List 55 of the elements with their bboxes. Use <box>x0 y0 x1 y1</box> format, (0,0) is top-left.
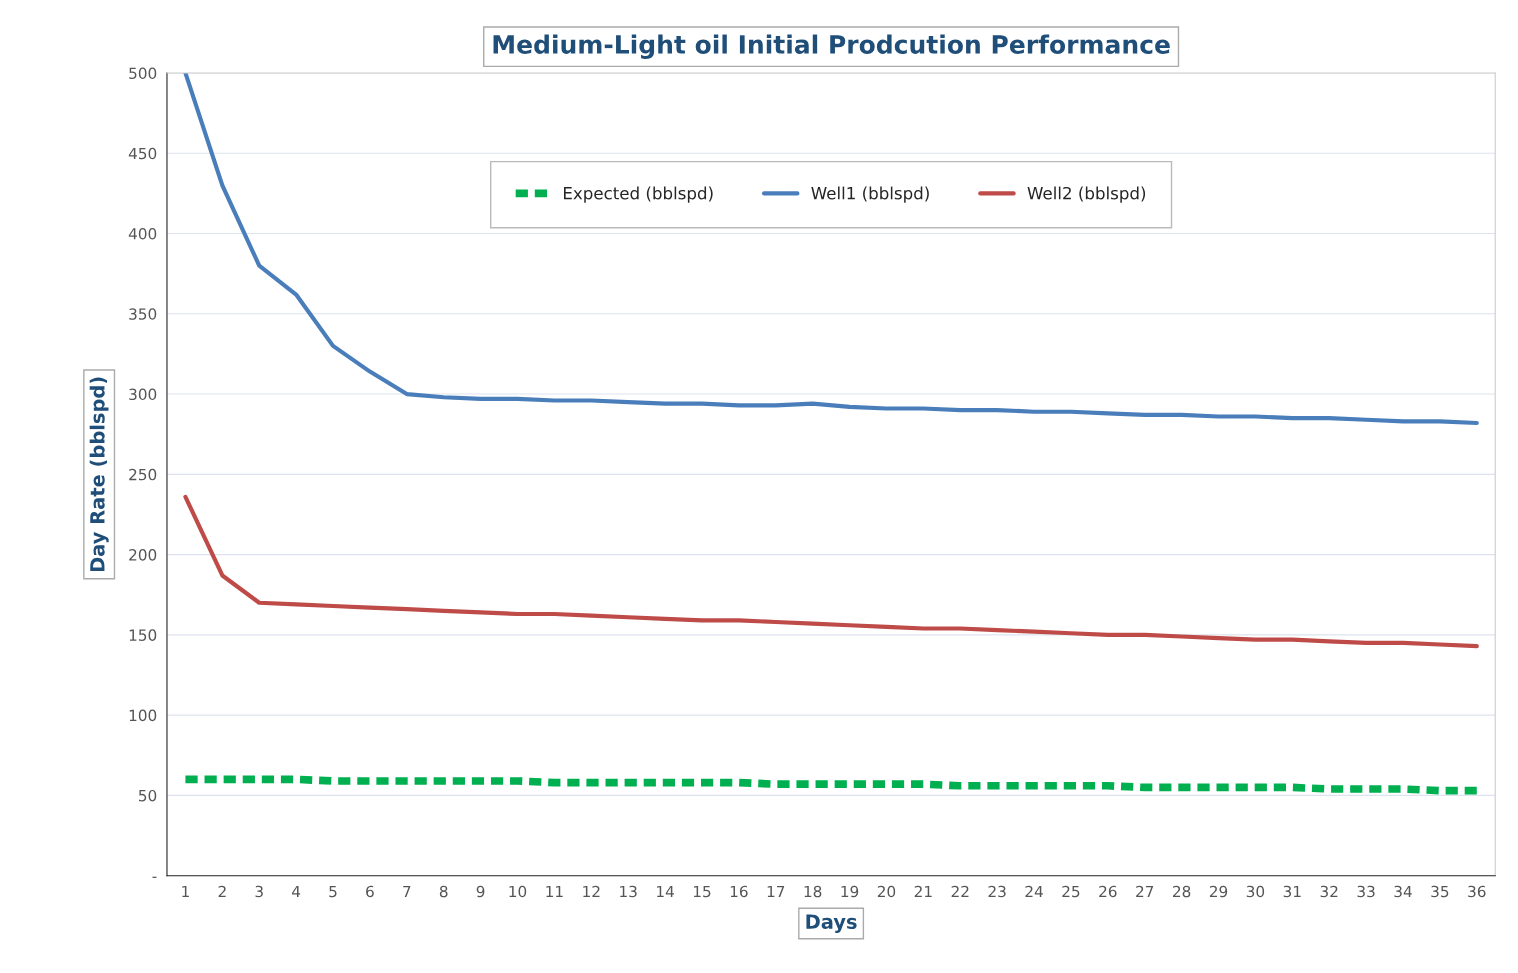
x-tick-label: 19 <box>841 885 859 898</box>
x-tick-label: 20 <box>877 885 896 898</box>
x-tick-label: 24 <box>1025 885 1043 898</box>
x-tick-label: 1 <box>182 885 189 898</box>
x-tick-label: 35 <box>1431 885 1449 898</box>
y-axis-title: Day Rate (bblspd) <box>89 377 109 572</box>
x-tick-label: 14 <box>657 885 674 898</box>
x-tick-label: 17 <box>767 885 785 898</box>
x-tick-label: 7 <box>403 885 411 898</box>
x-tick-label: 9 <box>476 885 485 898</box>
x-tick-label: 23 <box>988 885 1006 898</box>
x-tick-label: 3 <box>255 885 263 898</box>
x-tick-label: 31 <box>1283 885 1301 898</box>
y-tick-label: 150 <box>129 629 157 641</box>
x-tick-label: 30 <box>1246 885 1265 898</box>
x-tick-label: 26 <box>1099 885 1117 898</box>
y-tick-label: 350 <box>129 308 157 320</box>
y-tick-label: 400 <box>128 227 157 240</box>
y-tick-label: 450 <box>128 147 157 160</box>
x-tick-label: 8 <box>439 885 448 898</box>
y-tick-label: 100 <box>129 709 157 722</box>
x-tick-label: 15 <box>693 885 711 898</box>
legend-label: Well1 (bblspd) <box>811 186 929 203</box>
x-tick-label: 36 <box>1468 885 1486 898</box>
y-tick-label: 300 <box>129 388 157 401</box>
line-series <box>183 494 1479 649</box>
y-tick-label: 250 <box>129 468 157 481</box>
y-tick-label: 500 <box>129 67 157 79</box>
x-axis-title: Days <box>806 914 857 933</box>
x-tick-label: 10 <box>509 885 527 898</box>
x-tick-label: 33 <box>1357 885 1375 898</box>
x-tick-label: 22 <box>951 885 969 898</box>
chart-title: Medium-Light oil Initial Prodcution Performance <box>493 34 1170 59</box>
x-tick-label: 2 <box>218 885 226 898</box>
x-tick-label: 13 <box>620 885 637 898</box>
x-tick-label: 34 <box>1394 885 1412 898</box>
legend-label: Expected (bblspd) <box>564 186 713 203</box>
x-tick-label: 21 <box>914 885 932 898</box>
y-tick-label: 50 <box>139 789 157 802</box>
x-tick-label: 27 <box>1136 885 1154 898</box>
y-tick-label: - <box>152 876 157 878</box>
x-tick-label: 6 <box>366 885 374 898</box>
x-tick-label: 11 <box>546 885 563 898</box>
y-tick-label: 200 <box>129 549 157 561</box>
x-tick-label: 4 <box>292 885 301 898</box>
x-tick-label: 28 <box>1173 885 1191 898</box>
x-tick-label: 12 <box>583 885 600 898</box>
x-tick-label: 29 <box>1209 885 1228 898</box>
x-tick-label: 16 <box>730 885 748 898</box>
x-tick-label: 32 <box>1320 885 1338 898</box>
x-tick-label: 5 <box>329 885 337 898</box>
x-tick-label: 18 <box>804 885 822 898</box>
line-series <box>183 72 1479 426</box>
legend-label: Well2 (bblspd) <box>1027 186 1146 203</box>
x-tick-label: 25 <box>1062 885 1080 898</box>
